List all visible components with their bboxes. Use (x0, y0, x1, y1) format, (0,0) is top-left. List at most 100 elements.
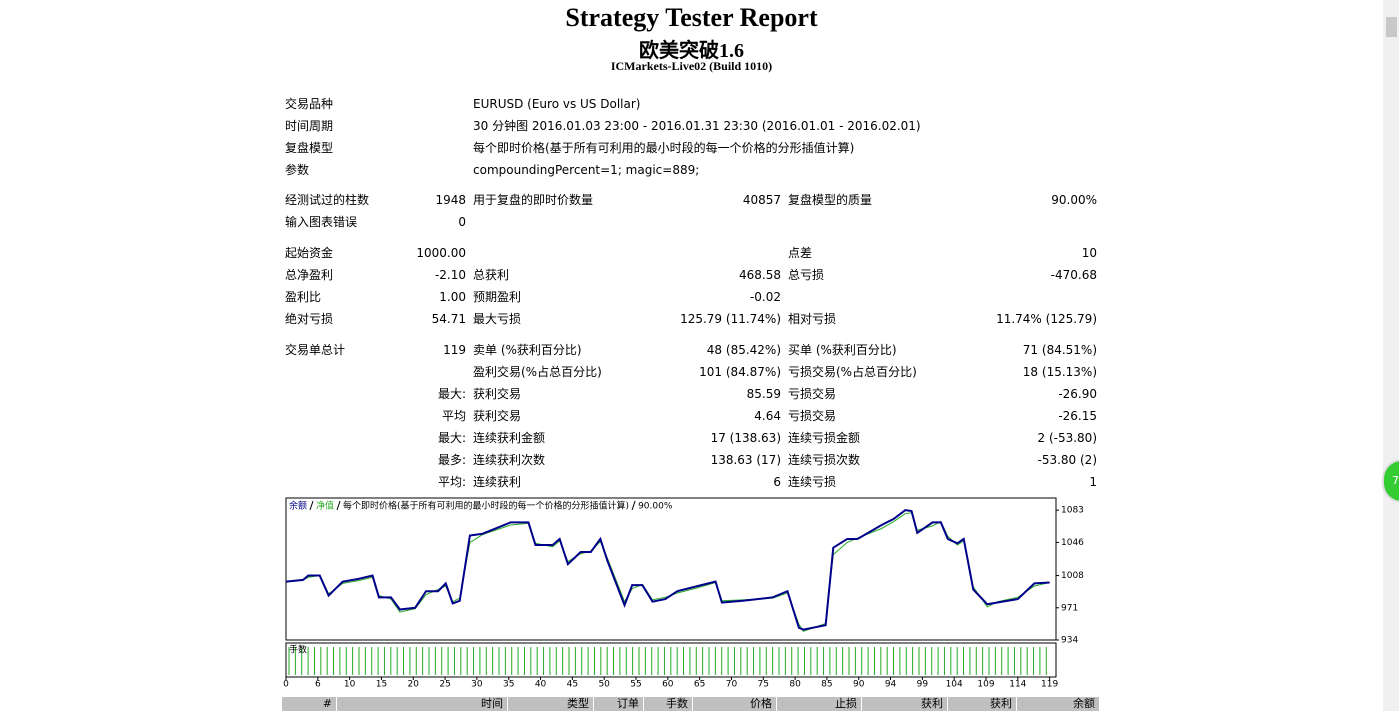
legend-item: 余额 (289, 500, 307, 512)
stat-value: 1 (1089, 475, 1097, 489)
stat-value: -2.10 (434, 268, 466, 282)
x-tick-label: 45 (567, 680, 578, 690)
stat-label: 相对亏损 (788, 312, 837, 326)
legend-item: 每个即时价格(基于所有可利用的最小时段的每一个价格的分形插值计算) (343, 500, 629, 512)
stat-label: 获利交易 (473, 387, 522, 401)
x-tick-label: 109 (977, 680, 994, 690)
x-tick-label: 80 (789, 680, 801, 690)
stat-label: 盈利比 (285, 290, 322, 304)
stat-label: 获利交易 (473, 409, 522, 423)
stat-value: 18 (15.13%) (1022, 365, 1097, 379)
column-header: 余额 (1017, 697, 1100, 711)
info-label: 复盘模型 (285, 141, 334, 155)
x-tick-label: 99 (917, 680, 929, 690)
stat-value: 6 (773, 475, 781, 489)
stat-value: 119 (443, 343, 466, 357)
x-tick-label: 50 (598, 680, 610, 690)
column-header: 获利 (862, 697, 948, 711)
column-header: 价格 (693, 697, 777, 711)
y-tick-label: 1083 (1061, 506, 1084, 516)
stat-value: 平均 (441, 409, 466, 423)
stat-label: 卖单 (%获利百分比) (473, 343, 582, 357)
stat-value: -26.15 (1058, 409, 1097, 423)
stat-label: 连续获利金额 (473, 431, 546, 445)
stat-label: 起始资金 (285, 246, 334, 260)
x-tick-label: 25 (439, 680, 450, 690)
stat-label: 连续亏损次数 (788, 453, 861, 467)
x-tick-label: 94 (885, 680, 897, 690)
x-tick-label: 15 (376, 680, 387, 690)
stat-label: 复盘模型的质量 (788, 193, 873, 207)
stat-value: -0.02 (749, 290, 781, 304)
info-label: 交易品种 (285, 97, 334, 111)
scroll-thumb[interactable] (1386, 17, 1397, 37)
stat-value: 468.58 (739, 268, 781, 282)
stat-label: 连续获利次数 (473, 453, 546, 467)
stat-label: 总亏损 (788, 268, 825, 282)
info-value: 30 分钟图 2016.01.03 23:00 - 2016.01.31 23:… (473, 119, 921, 133)
column-header: 时间 (337, 697, 508, 711)
stat-value: 1948 (435, 193, 466, 207)
x-tick-label: 90 (853, 680, 865, 690)
legend-separator (336, 500, 341, 511)
x-tick-label: 40 (535, 680, 547, 690)
legend-separator (631, 500, 636, 511)
report-title: Strategy Tester Report (565, 3, 818, 32)
stat-value: 101 (84.87%) (699, 365, 781, 379)
stat-label: 绝对亏损 (285, 312, 334, 326)
x-tick-label: 65 (694, 680, 705, 690)
stat-value: 125.79 (11.74%) (680, 312, 781, 326)
series-line (285, 509, 1050, 631)
stat-value: 85.59 (746, 387, 781, 401)
expert-name: 欧美突破1.6 (639, 40, 744, 62)
scrollbar[interactable] (1383, 0, 1399, 711)
stat-value: 90.00% (1051, 193, 1097, 207)
stat-label: 连续获利 (473, 475, 522, 489)
stat-value: -53.80 (2) (1037, 453, 1098, 467)
stat-value: 48 (85.42%) (706, 343, 781, 357)
stat-value: 最大: (437, 387, 466, 401)
stat-value: 10 (1081, 246, 1097, 260)
stat-label: 总净盈利 (285, 268, 334, 282)
column-header: 手数 (644, 697, 693, 711)
x-tick-label: 20 (408, 680, 420, 690)
stat-label: 点差 (788, 246, 813, 260)
stat-value: 17 (138.63) (710, 431, 781, 445)
stat-value: 11.74% (125.79) (996, 312, 1097, 326)
info-value: 每个即时价格(基于所有可利用的最小时段的每一个价格的分形插值计算) (473, 141, 855, 155)
stat-value: 最大: (437, 431, 466, 445)
info-value: compoundingPercent=1; magic=889; (473, 163, 700, 177)
x-tick-label: 114 (1009, 680, 1026, 690)
x-tick-label: 85 (821, 680, 832, 690)
x-tick-label: 0 (283, 680, 289, 690)
stat-label: 总获利 (473, 268, 510, 282)
stat-label: 预期盈利 (473, 290, 522, 304)
y-tick-label: 971 (1061, 603, 1078, 613)
stat-label: 输入图表错误 (285, 215, 358, 229)
stat-label: 亏损交易 (788, 387, 837, 401)
stat-value: 138.63 (17) (710, 453, 781, 467)
x-tick-label: 119 (1041, 680, 1058, 690)
stat-value: 40857 (742, 193, 781, 207)
legend-separator (309, 500, 314, 511)
stat-label: 盈利交易(%占总百分比) (473, 365, 602, 379)
y-tick-label: 1008 (1061, 571, 1084, 581)
column-header: 止损 (777, 697, 862, 711)
volume-label: 手数 (289, 644, 307, 656)
stat-label: 亏损交易(%占总百分比) (788, 365, 917, 379)
stat-value: 54.71 (431, 312, 466, 326)
info-label: 参数 (285, 163, 310, 177)
info-label: 时间周期 (285, 119, 334, 133)
stat-label: 连续亏损 (788, 475, 837, 489)
stat-value: 1.00 (439, 290, 466, 304)
stat-value: -470.68 (1050, 268, 1097, 282)
x-tick-label: 55 (630, 680, 641, 690)
stat-label: 连续亏损金额 (788, 431, 861, 445)
stat-value: -26.90 (1058, 387, 1097, 401)
stat-label: 交易单总计 (285, 343, 346, 357)
stat-value: 2 (-53.80) (1037, 431, 1098, 445)
stat-value: 1000.00 (416, 246, 466, 260)
x-tick-label: 10 (344, 680, 356, 690)
